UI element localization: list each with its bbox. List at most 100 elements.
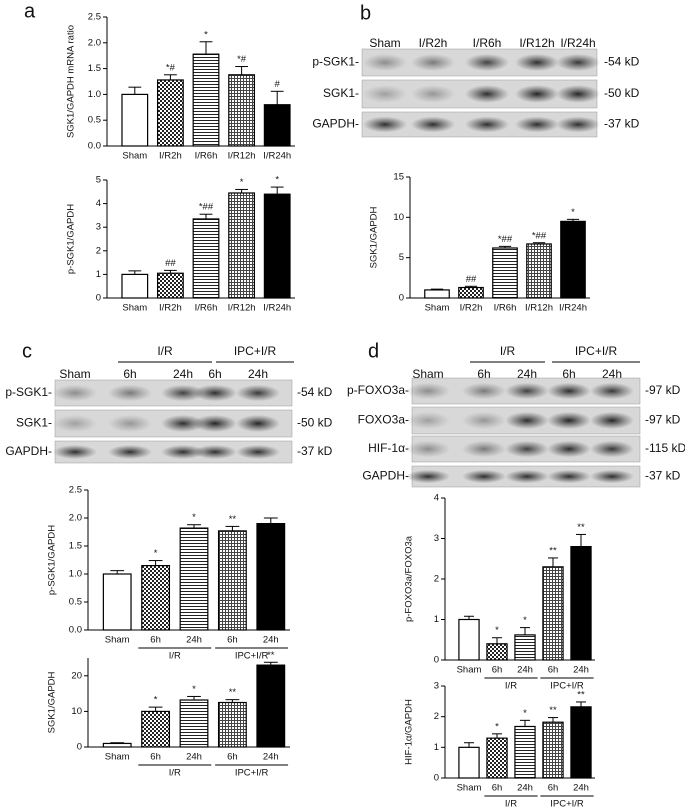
y-tick-label: 2.0 bbox=[88, 37, 101, 48]
group-label: IPC+I/R bbox=[550, 681, 584, 692]
y-tick-label: 20 bbox=[71, 670, 82, 681]
blot-band bbox=[505, 382, 549, 400]
blot-band bbox=[406, 382, 450, 400]
y-tick-label: 0 bbox=[434, 655, 439, 666]
y-tick-label: 4 bbox=[96, 198, 101, 209]
blot-band bbox=[556, 53, 600, 72]
blot-band bbox=[406, 440, 450, 458]
annotation: *## bbox=[498, 234, 513, 245]
y-tick-label: 0 bbox=[399, 293, 404, 304]
blot-band bbox=[465, 116, 509, 133]
annotation: ** bbox=[577, 689, 585, 700]
x-tick-label: I/R6h bbox=[195, 151, 218, 162]
group-label: I/R bbox=[505, 681, 517, 692]
blot-band bbox=[411, 116, 455, 133]
blot-band bbox=[590, 411, 634, 430]
x-tick-label: 24h bbox=[263, 752, 279, 763]
blot-band bbox=[53, 414, 97, 433]
annotation: * bbox=[495, 625, 499, 636]
size-label: -115 kD bbox=[645, 441, 685, 455]
y-tick-label: 10 bbox=[393, 212, 404, 223]
bar bbox=[486, 643, 508, 661]
x-tick-label: 24h bbox=[573, 783, 589, 794]
group-label: IPC+I/R bbox=[235, 651, 269, 662]
lane-label: 24h bbox=[517, 367, 537, 381]
row-label: SGK1- bbox=[16, 416, 52, 430]
annotation: * bbox=[192, 512, 196, 523]
size-label: -50 kD bbox=[297, 416, 333, 430]
annotation: * bbox=[154, 548, 158, 559]
lane-label: 6h bbox=[123, 367, 136, 381]
x-tick-label: 6h bbox=[227, 635, 238, 646]
y-tick-label: 2 bbox=[434, 574, 439, 585]
y-axis-label: p-SGK1/GAPDH bbox=[47, 525, 58, 595]
x-tick-label: I/R12h bbox=[525, 303, 553, 314]
bar bbox=[542, 566, 564, 661]
panel-label: a bbox=[24, 0, 36, 22]
y-tick-label: 1.0 bbox=[88, 89, 101, 100]
bar bbox=[256, 522, 286, 631]
annotation: ## bbox=[466, 274, 477, 285]
bar bbox=[492, 247, 518, 299]
blot-band bbox=[515, 116, 559, 133]
annotation: * bbox=[204, 29, 208, 40]
row-label: GAPDH- bbox=[5, 444, 52, 458]
y-tick-label: 0.0 bbox=[88, 141, 101, 152]
y-tick-label: 0.0 bbox=[69, 625, 82, 636]
annotation: ** bbox=[549, 705, 557, 716]
y-tick-label: 0 bbox=[434, 773, 439, 784]
annotation: ** bbox=[549, 545, 557, 556]
x-tick-label: 6h bbox=[227, 752, 238, 763]
bar bbox=[263, 193, 291, 299]
blot-band bbox=[236, 444, 280, 460]
y-tick-label: 0 bbox=[96, 293, 101, 304]
y-tick-label: 1 bbox=[96, 269, 101, 280]
size-label: -54 kD bbox=[604, 55, 640, 69]
x-tick-label: 6h bbox=[548, 783, 559, 794]
blot-band bbox=[236, 414, 280, 433]
blot-band bbox=[547, 411, 591, 430]
bar bbox=[424, 289, 450, 299]
lane-label: Sham bbox=[412, 367, 443, 381]
blot-band bbox=[161, 444, 205, 460]
x-tick-label: I/R6h bbox=[195, 303, 218, 314]
bar bbox=[486, 737, 508, 779]
y-tick-label: 3 bbox=[434, 533, 439, 544]
blot-band bbox=[411, 53, 455, 72]
bar bbox=[514, 725, 536, 779]
x-tick-label: Sham bbox=[122, 303, 147, 314]
bar bbox=[256, 664, 286, 748]
group-label: I/R bbox=[505, 799, 517, 810]
y-tick-label: 3 bbox=[434, 681, 439, 692]
bar bbox=[570, 706, 592, 779]
bar bbox=[121, 93, 149, 147]
size-label: -97 kD bbox=[645, 413, 681, 427]
blot-band bbox=[462, 382, 506, 400]
bar bbox=[526, 243, 552, 299]
x-tick-label: Sham bbox=[122, 151, 147, 162]
panel-label: c bbox=[22, 340, 32, 362]
x-tick-label: 6h bbox=[492, 783, 503, 794]
blot-band bbox=[193, 444, 237, 460]
annotation: * bbox=[571, 207, 575, 218]
annotation: * bbox=[240, 177, 244, 188]
y-tick-label: 0 bbox=[77, 742, 82, 753]
blot-band bbox=[590, 440, 634, 458]
lane-label: Sham bbox=[59, 367, 90, 381]
bar bbox=[458, 618, 480, 661]
annotation: * bbox=[523, 708, 527, 719]
x-tick-label: I/R12h bbox=[228, 151, 256, 162]
row-label: p-SGK1- bbox=[312, 55, 359, 69]
blot-band bbox=[411, 85, 455, 103]
x-tick-label: 24h bbox=[263, 635, 279, 646]
y-axis-label: p-SGK1/GAPDH bbox=[66, 204, 77, 274]
bar bbox=[192, 218, 220, 299]
y-tick-label: 4 bbox=[434, 493, 439, 504]
x-tick-label: 24h bbox=[517, 665, 533, 676]
y-axis-label: SGK1/GAPDH mRNA ratio bbox=[66, 25, 77, 138]
annotation: ** bbox=[229, 687, 237, 698]
bar bbox=[228, 74, 256, 147]
row-label: GAPDH- bbox=[362, 469, 409, 483]
blot-band bbox=[108, 414, 152, 433]
